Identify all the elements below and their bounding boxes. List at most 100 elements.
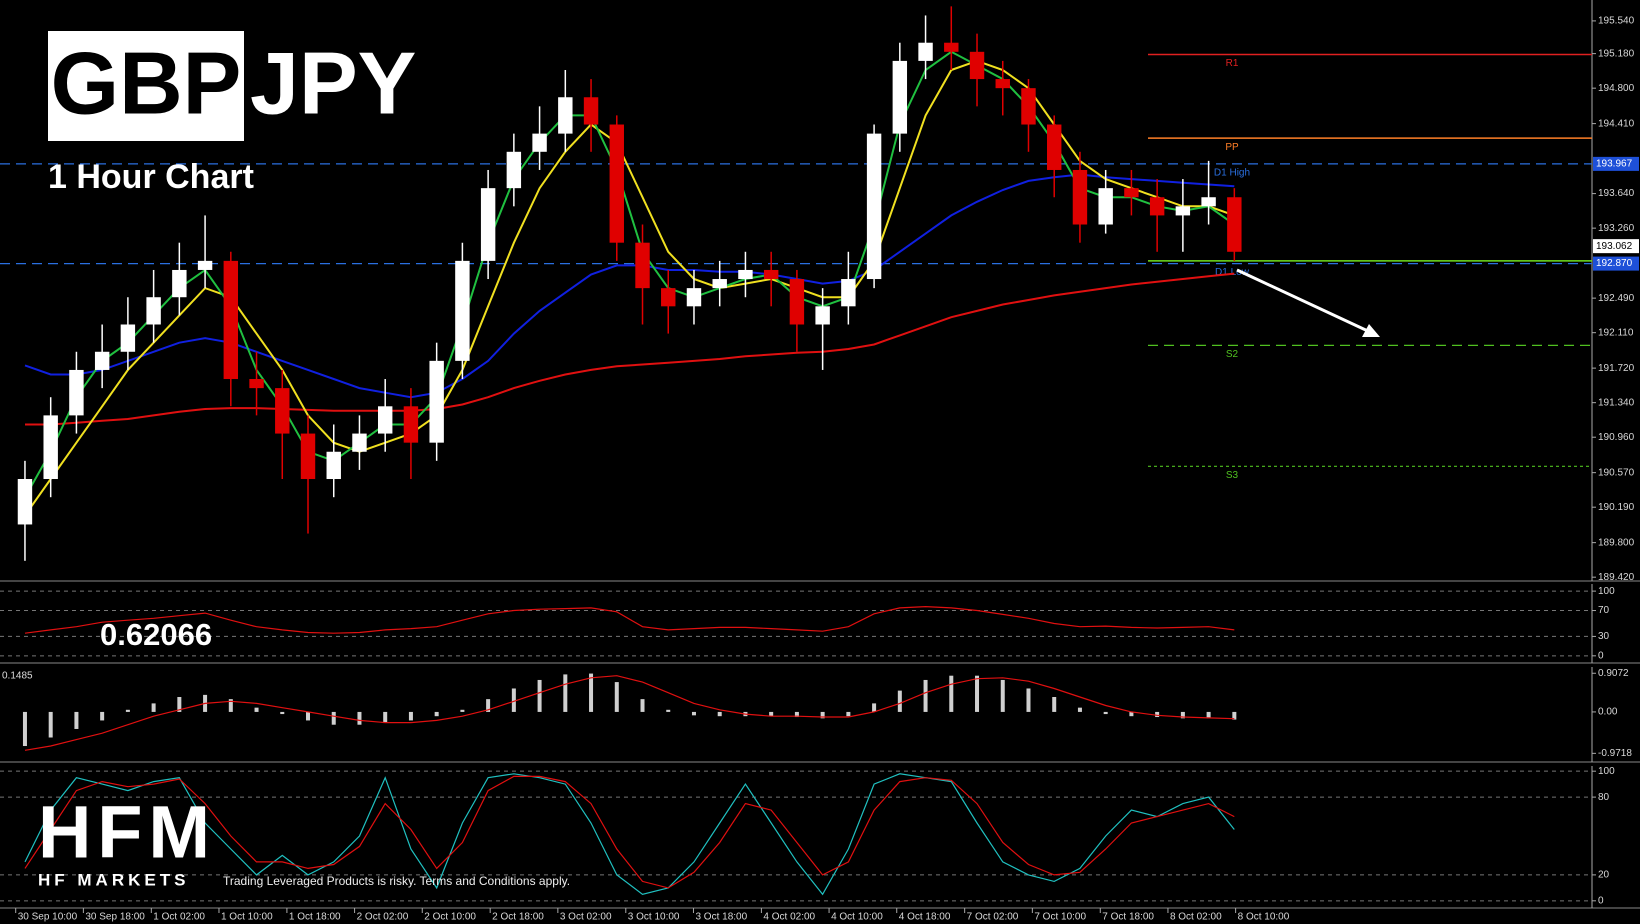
candle-body <box>352 433 367 452</box>
histogram-bar <box>357 711 362 725</box>
candle-body <box>403 406 419 443</box>
price-marker <box>1593 156 1639 171</box>
x-tick-label: 1 Oct 02:00 <box>153 912 205 923</box>
histogram-bar <box>820 711 825 719</box>
price-marker-label: 193.062 <box>1596 241 1633 252</box>
price-marker <box>1593 256 1639 271</box>
price-marker-label: 192.870 <box>1596 258 1633 269</box>
candle-body <box>686 288 702 307</box>
candle-body <box>120 324 136 352</box>
histogram-bar <box>1155 711 1160 718</box>
level-label: S3 <box>1226 470 1239 481</box>
candle-body <box>1072 169 1088 225</box>
histogram-bar <box>22 711 27 747</box>
candle-body <box>506 151 522 189</box>
x-tick-label: 3 Oct 10:00 <box>628 912 680 923</box>
forecast-arrowhead <box>1362 324 1380 337</box>
candle-body <box>609 124 624 243</box>
histogram-bar <box>1206 711 1211 719</box>
histogram-bar <box>486 699 491 712</box>
y-tick-label: 194.800 <box>1598 83 1635 94</box>
candle-body <box>763 269 779 280</box>
level-label: PP <box>1225 142 1239 153</box>
histogram-bar <box>48 711 53 738</box>
histogram-bar <box>1000 679 1005 712</box>
candle-body <box>944 42 959 52</box>
y-tick-label: 0 <box>1598 650 1604 661</box>
candle-body <box>249 379 264 389</box>
histogram-bar <box>640 699 645 712</box>
candle-body <box>1124 188 1139 198</box>
y-tick-label: 30 <box>1598 631 1610 642</box>
x-tick-label: 2 Oct 10:00 <box>424 912 476 923</box>
y-tick-label: 190.190 <box>1598 502 1635 513</box>
candle-body <box>583 97 599 125</box>
histogram-bar <box>589 673 594 712</box>
histogram-bar <box>846 711 851 717</box>
y-tick-label: 193.260 <box>1598 223 1635 234</box>
y-tick-label: 0.00 <box>1598 707 1618 718</box>
histogram-bar <box>537 679 542 712</box>
price-marker-label: 193.967 <box>1596 159 1633 170</box>
x-tick-label: 3 Oct 18:00 <box>695 912 747 923</box>
x-tick-label: 7 Oct 02:00 <box>967 912 1019 923</box>
histogram-bar <box>1232 711 1237 720</box>
candle-body <box>815 306 830 325</box>
candle-body <box>532 133 547 152</box>
candle-body <box>661 288 676 307</box>
histogram-bar <box>177 697 182 712</box>
candle-body <box>223 260 239 380</box>
symbol-quote: JPY <box>250 33 416 132</box>
candle-body <box>43 415 58 480</box>
y-tick-label: 0.9072 <box>1598 668 1629 679</box>
x-tick-label: 3 Oct 02:00 <box>560 912 612 923</box>
candle-body <box>558 97 573 134</box>
indicator-line <box>24 775 1235 889</box>
y-tick-label: 0 <box>1598 895 1604 906</box>
y-tick-label: 191.340 <box>1598 397 1635 408</box>
histogram-bar <box>949 675 954 712</box>
x-tick-label: 7 Oct 10:00 <box>1034 912 1086 923</box>
x-tick-label: 8 Oct 02:00 <box>1170 912 1222 923</box>
level-label: D1 High <box>1214 168 1250 179</box>
forecast-arrow <box>1236 268 1371 334</box>
candle-body <box>969 51 985 80</box>
y-tick-label: 195.180 <box>1598 48 1635 59</box>
candle-body <box>429 360 444 443</box>
histogram-bar <box>434 711 439 717</box>
histogram-bar <box>1077 707 1082 712</box>
candle-body <box>17 479 33 525</box>
histogram-bar <box>228 699 233 712</box>
histogram-bar <box>563 674 568 712</box>
indicator-value: 0.62066 <box>100 617 212 652</box>
histogram-bar <box>1026 688 1031 712</box>
candle-body <box>146 297 161 325</box>
x-tick-label: 2 Oct 18:00 <box>492 912 544 923</box>
candle-body <box>892 60 908 134</box>
histogram-bar <box>1180 711 1185 719</box>
histogram-bar <box>125 709 130 712</box>
y-tick-label: 191.720 <box>1598 363 1635 374</box>
candle-body <box>712 279 727 289</box>
histogram-bar <box>383 711 388 723</box>
overlay-layer: GBP JPY 1 Hour Chart 0.62066 HFM HF MARK… <box>38 31 1380 889</box>
candle-body <box>326 451 341 480</box>
x-tick-label: 4 Oct 10:00 <box>831 912 883 923</box>
histogram-bar <box>460 709 465 712</box>
candle-body <box>1149 197 1165 216</box>
y-tick-label: 190.570 <box>1598 467 1635 478</box>
candle-body <box>1175 206 1191 216</box>
candle-body <box>455 260 470 361</box>
histogram-bar <box>408 711 413 721</box>
candle-body <box>866 133 882 280</box>
histogram-bar <box>975 675 980 712</box>
candle-body <box>1201 197 1216 207</box>
candle-body <box>1047 124 1062 170</box>
symbol-base: GBP <box>51 33 242 132</box>
histogram-bar <box>511 688 516 712</box>
y-tick-label: -0.9718 <box>1598 748 1632 759</box>
x-tick-label: 30 Sep 18:00 <box>85 912 145 923</box>
